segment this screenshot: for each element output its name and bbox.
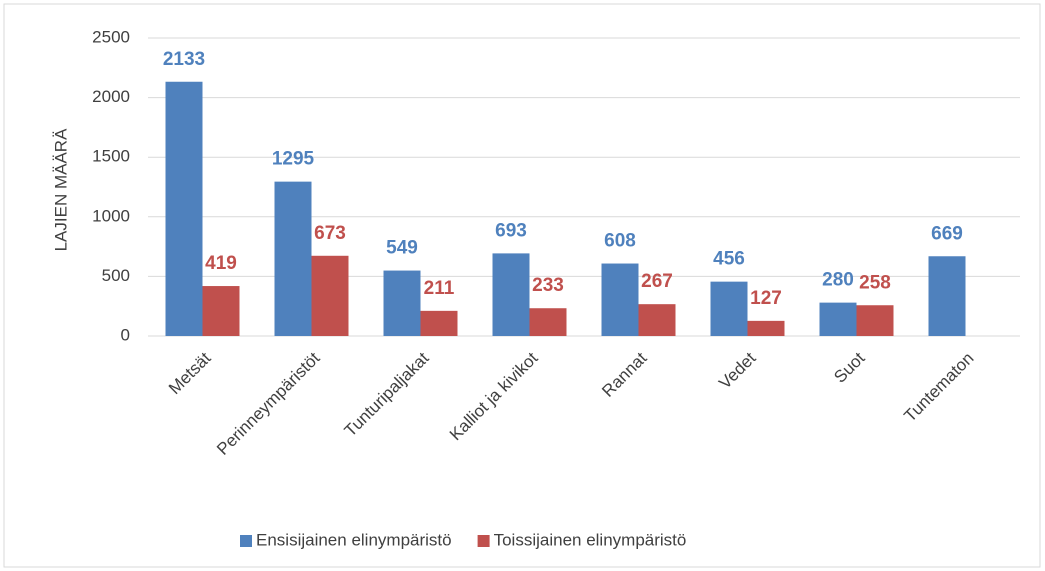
y-tick-label: 1500 xyxy=(92,147,130,166)
bar xyxy=(928,256,966,336)
data-label: 419 xyxy=(205,253,237,274)
bar xyxy=(638,304,676,336)
bar xyxy=(819,302,857,336)
data-label: 233 xyxy=(532,275,564,296)
x-tick-label: Kalliot ja kivikot xyxy=(446,348,542,444)
data-label: 267 xyxy=(641,271,673,292)
bar xyxy=(529,308,567,336)
x-tick-label: Metsät xyxy=(165,348,215,398)
x-tick-label: Suot xyxy=(830,348,868,386)
chart-frame xyxy=(3,3,1041,568)
data-label: 456 xyxy=(713,249,745,270)
bar xyxy=(274,181,312,336)
data-label: 2133 xyxy=(163,49,205,70)
data-label: 549 xyxy=(386,238,418,259)
data-label: 127 xyxy=(750,288,782,309)
bar xyxy=(202,286,240,336)
data-label: 608 xyxy=(604,231,636,252)
x-tick-label: Rannat xyxy=(598,348,650,400)
data-label: 673 xyxy=(314,223,346,244)
data-label: 280 xyxy=(822,270,854,291)
x-tick-label: Perinneympäristöt xyxy=(213,348,324,459)
y-tick-label: 500 xyxy=(102,266,130,285)
y-axis-title: LAJIEN MÄÄRÄ xyxy=(51,128,70,251)
data-label: 258 xyxy=(859,272,891,293)
legend-swatch xyxy=(477,535,490,547)
legend-label: Ensisijainen elinympäristö xyxy=(256,530,452,549)
y-tick-label: 2500 xyxy=(92,27,130,46)
data-label: 211 xyxy=(424,278,455,299)
y-tick-label: 2000 xyxy=(92,87,130,106)
bar xyxy=(710,281,748,336)
x-tick-label: Vedet xyxy=(715,348,759,392)
bar xyxy=(747,320,785,336)
bar xyxy=(165,81,203,336)
bar xyxy=(383,270,421,336)
legend-swatch xyxy=(240,535,252,547)
x-tick-label: Tuntematon xyxy=(900,349,977,426)
bar xyxy=(856,305,894,336)
bar xyxy=(492,253,530,336)
data-label: 1295 xyxy=(272,149,315,170)
data-label: 693 xyxy=(495,220,527,241)
legend-label: Toissijainen elinympäristö xyxy=(494,530,687,549)
y-tick-label: 0 xyxy=(121,325,130,344)
y-tick-label: 1000 xyxy=(92,206,130,225)
bar xyxy=(311,255,349,336)
bar xyxy=(420,310,458,336)
data-label: 669 xyxy=(931,223,963,244)
x-tick-label: Tunturipaljakat xyxy=(341,348,433,440)
bar xyxy=(601,263,639,336)
